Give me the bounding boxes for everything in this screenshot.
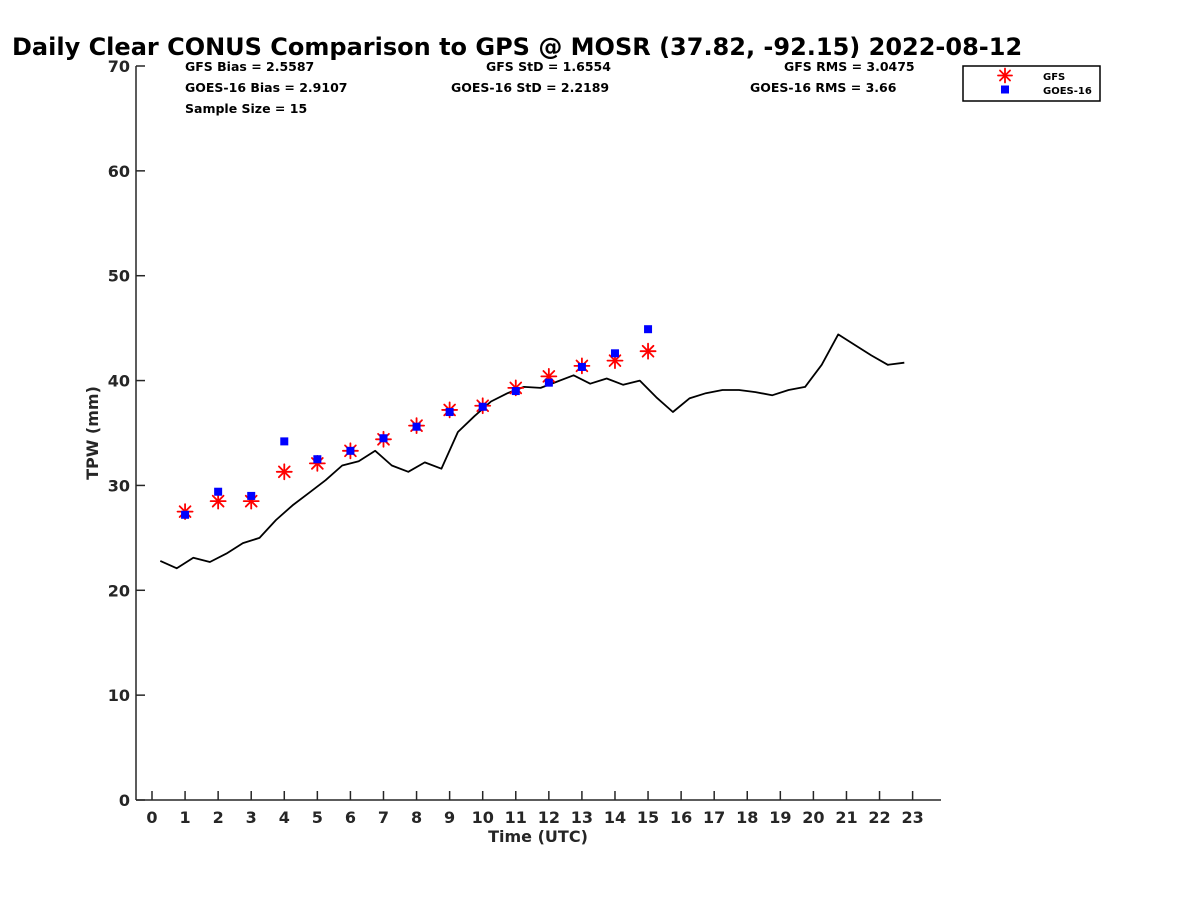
x-tick-label: 1 — [179, 808, 190, 827]
x-tick-label: 21 — [835, 808, 857, 827]
legend-goes-marker — [1001, 85, 1009, 94]
goes-point — [577, 362, 586, 371]
x-tick-label: 8 — [411, 808, 422, 827]
x-tick-label: 13 — [571, 808, 593, 827]
x-tick-label: 11 — [505, 808, 527, 827]
x-tick-label: 3 — [246, 808, 257, 827]
goes-point — [181, 510, 190, 519]
y-tick-label: 50 — [108, 267, 130, 286]
goes-point — [346, 446, 355, 455]
stat-sample-size: Sample Size = 15 — [185, 101, 307, 116]
x-tick-label: 6 — [345, 808, 356, 827]
goes-point — [610, 349, 619, 358]
y-tick-label: 40 — [108, 372, 130, 391]
gfs-point — [209, 492, 227, 510]
x-tick-label: 0 — [146, 808, 157, 827]
x-tick-label: 12 — [538, 808, 560, 827]
legend-gfs-label: GFS — [1043, 72, 1065, 83]
x-tick-label: 17 — [703, 808, 725, 827]
goes-point — [379, 434, 388, 443]
x-tick-label: 9 — [444, 808, 455, 827]
goes-point — [313, 455, 322, 464]
gfs-point — [275, 463, 293, 481]
x-tick-label: 14 — [604, 808, 626, 827]
legend-gfs-asterisk — [997, 67, 1013, 84]
goes-point — [544, 378, 553, 387]
chart-title: Daily Clear CONUS Comparison to GPS @ MO… — [12, 33, 1022, 61]
x-tick-label: 18 — [736, 808, 758, 827]
goes-point — [644, 325, 653, 334]
stat-gfs-rms: GFS RMS = 3.0475 — [784, 59, 915, 74]
x-tick-label: 20 — [802, 808, 824, 827]
y-tick-label: 20 — [108, 581, 130, 600]
goes-point — [478, 402, 487, 411]
goes-point — [214, 487, 223, 496]
y-tick-label: 70 — [108, 57, 130, 76]
legend-gfs-marker — [997, 67, 1013, 84]
stat-goes-std: GOES-16 StD = 2.2189 — [451, 80, 609, 95]
stat-goes-rms: GOES-16 RMS = 3.66 — [750, 80, 897, 95]
stat-goes-bias: GOES-16 Bias = 2.9107 — [185, 80, 347, 95]
goes-point — [445, 408, 454, 417]
gps-series-layer — [159, 333, 905, 570]
x-tick-label: 2 — [213, 808, 224, 827]
x-tick-label: 19 — [769, 808, 791, 827]
x-tick-label: 4 — [279, 808, 290, 827]
x-axis-label: Time (UTC) — [488, 827, 588, 846]
goes-point — [511, 387, 520, 396]
y-tick-label: 0 — [119, 791, 130, 810]
stat-gfs-std: GFS StD = 1.6554 — [486, 59, 611, 74]
x-tick-label: 23 — [901, 808, 923, 827]
axes-layer — [135, 65, 941, 801]
x-tick-label: 16 — [670, 808, 692, 827]
x-tick-label: 5 — [312, 808, 323, 827]
goes-series-layer — [181, 325, 653, 519]
gps-line — [159, 333, 905, 570]
y-axis-label: TPW (mm) — [83, 386, 102, 480]
x-tick-labels: 0 1 2 3 4 5 6 7 8 9 10 11 12 13 14 15 16 17 18 19 20 21 22 23 — [146, 808, 923, 827]
gfs-point — [639, 342, 657, 360]
y-tick-labels: 0 10 20 30 40 50 60 70 — [108, 57, 130, 810]
legend: GFS GOES-16 — [962, 65, 1101, 102]
x-tick-label: 7 — [378, 808, 389, 827]
y-tick-label: 30 — [108, 476, 130, 495]
x-tick-label: 22 — [868, 808, 890, 827]
legend-goes-label: GOES-16 — [1043, 86, 1092, 97]
goes-point — [280, 437, 289, 446]
x-tick-label: 10 — [472, 808, 494, 827]
y-tick-label: 10 — [108, 686, 130, 705]
legend-box — [962, 65, 1101, 102]
goes-point — [247, 491, 256, 500]
x-tick-label: 15 — [637, 808, 659, 827]
y-tick-label: 60 — [108, 162, 130, 181]
goes-point — [412, 422, 421, 431]
stat-gfs-bias: GFS Bias = 2.5587 — [185, 59, 314, 74]
